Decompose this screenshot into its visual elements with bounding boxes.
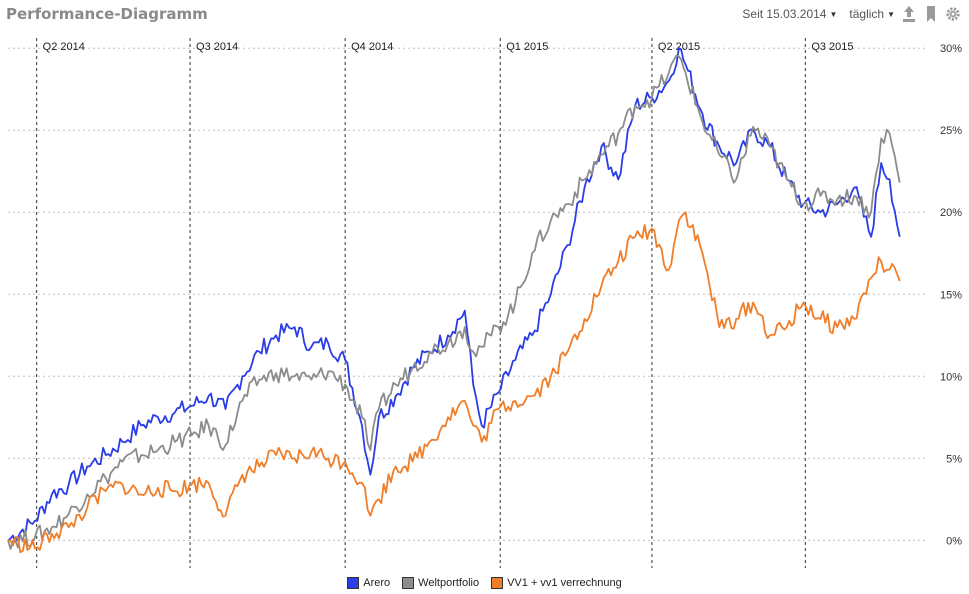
quarter-label: Q1 2015	[506, 41, 548, 53]
y-tick-label: 30%	[940, 43, 962, 55]
y-axis-ticks: 0% 5% 10% 15% 20% 25% 30%	[940, 43, 962, 547]
upload-icon[interactable]	[901, 5, 917, 23]
quarter-label: Q2 2015	[658, 41, 700, 53]
chart-header: Performance-Diagramm Seit 15.03.2014 ▼ t…	[0, 0, 969, 30]
gear-icon[interactable]	[945, 5, 961, 23]
quarter-label: Q3 2014	[196, 41, 238, 53]
legend-item[interactable]: Arero	[347, 577, 390, 589]
legend-label: VV1 + vv1 verrechnung	[507, 577, 622, 589]
legend-item[interactable]: VV1 + vv1 verrechnung	[491, 577, 622, 589]
y-tick-label: 25%	[940, 125, 962, 137]
series-line-2[interactable]	[7, 211, 901, 554]
y-tick-label: 5%	[946, 453, 962, 465]
legend-label: Arero	[363, 577, 391, 589]
series-lines	[7, 47, 901, 554]
series-line-0[interactable]	[7, 47, 901, 543]
chevron-down-icon: ▼	[829, 9, 838, 19]
chart-title: Performance-Diagramm	[6, 5, 208, 23]
series-line-1[interactable]	[7, 54, 901, 550]
y-tick-label: 0%	[946, 535, 962, 547]
quarter-label: Q2 2014	[43, 41, 85, 53]
legend-swatch	[347, 577, 360, 589]
chart-controls: Seit 15.03.2014 ▼ täglich ▼	[742, 5, 961, 23]
y-tick-label: 10%	[940, 371, 962, 383]
grid	[8, 47, 925, 541]
chevron-down-icon: ▼	[887, 9, 895, 19]
bookmark-icon[interactable]	[923, 5, 939, 23]
y-tick-label: 15%	[940, 289, 962, 301]
quarter-label: Q3 2015	[811, 41, 853, 53]
performance-chart[interactable]: Q2 2014 Q3 2014 Q4 2014 Q1 2015 Q2 2015 Q3 20…	[0, 0, 969, 574]
legend-swatch	[402, 577, 415, 589]
interval-label: täglich	[849, 7, 885, 21]
quarter-markers: Q2 2014 Q3 2014 Q4 2014 Q1 2015 Q2 2015 Q3 20…	[36, 38, 854, 568]
since-date-dropdown[interactable]: Seit 15.03.2014 ▼	[742, 7, 837, 21]
quarter-label: Q4 2014	[351, 41, 393, 53]
legend-item[interactable]: Weltportfolio	[402, 577, 479, 589]
legend-label: Weltportfolio	[418, 577, 480, 589]
y-tick-label: 20%	[940, 207, 962, 219]
interval-dropdown[interactable]: täglich ▼	[849, 7, 895, 21]
legend: Arero Weltportfolio VV1 + vv1 verrechnung	[0, 574, 969, 592]
legend-swatch	[491, 577, 504, 589]
since-date-label: Seit 15.03.2014	[742, 7, 827, 21]
